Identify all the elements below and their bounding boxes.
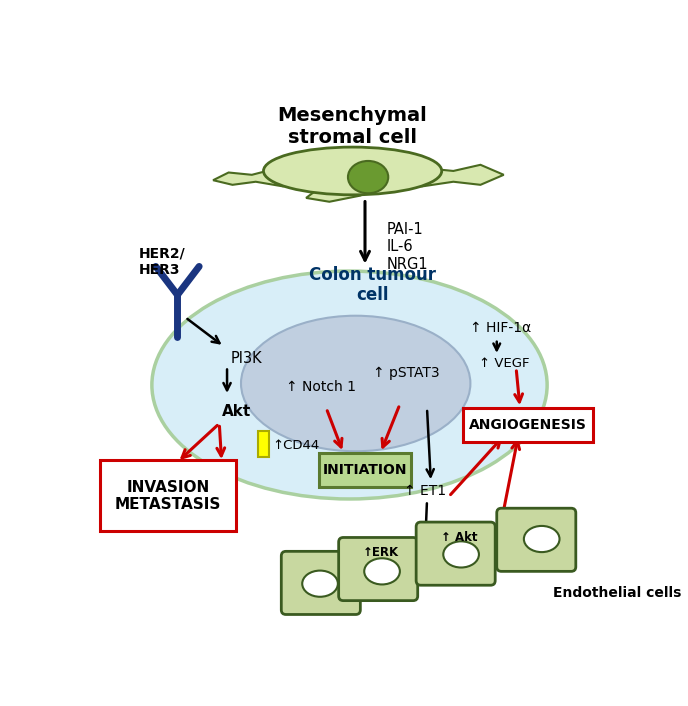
Text: PI3K: PI3K [230, 351, 261, 366]
Polygon shape [403, 164, 504, 186]
FancyBboxPatch shape [338, 537, 418, 601]
Text: Akt: Akt [222, 405, 251, 419]
Text: ↑ VEGF: ↑ VEGF [479, 357, 530, 370]
FancyBboxPatch shape [100, 460, 237, 532]
Text: ANGIOGENESIS: ANGIOGENESIS [469, 418, 587, 432]
FancyBboxPatch shape [258, 431, 269, 457]
Ellipse shape [524, 526, 559, 552]
Text: PAI-1
IL-6
NRG1: PAI-1 IL-6 NRG1 [387, 222, 429, 272]
Text: ↑ pSTAT3: ↑ pSTAT3 [373, 366, 440, 381]
Text: ↑ERK: ↑ERK [363, 546, 398, 559]
Ellipse shape [264, 147, 442, 195]
Text: ↑ Akt: ↑ Akt [441, 531, 477, 544]
Polygon shape [213, 164, 302, 186]
Ellipse shape [348, 161, 388, 193]
Ellipse shape [364, 558, 400, 585]
Text: INITIATION: INITIATION [323, 462, 407, 477]
Ellipse shape [241, 316, 471, 451]
Text: ↑ ET1: ↑ ET1 [404, 484, 446, 498]
Text: ↑ HIF-1α: ↑ HIF-1α [470, 321, 531, 335]
Text: Mesenchymal
stromal cell: Mesenchymal stromal cell [278, 107, 427, 148]
Text: Endothelial cells: Endothelial cells [552, 586, 681, 600]
Text: ↑ Notch 1: ↑ Notch 1 [286, 380, 356, 393]
Text: HER2/
HER3: HER2/ HER3 [139, 246, 186, 277]
Ellipse shape [443, 542, 479, 568]
Polygon shape [306, 185, 361, 202]
Text: Colon tumour
cell: Colon tumour cell [309, 265, 436, 304]
FancyBboxPatch shape [319, 453, 411, 486]
Text: INVASION
METASTASIS: INVASION METASTASIS [115, 479, 222, 512]
Ellipse shape [302, 570, 338, 597]
FancyBboxPatch shape [281, 551, 361, 614]
Ellipse shape [152, 271, 547, 499]
FancyBboxPatch shape [416, 522, 495, 585]
FancyBboxPatch shape [497, 508, 576, 571]
FancyBboxPatch shape [462, 408, 593, 442]
Text: ↑CD44: ↑CD44 [272, 438, 319, 452]
